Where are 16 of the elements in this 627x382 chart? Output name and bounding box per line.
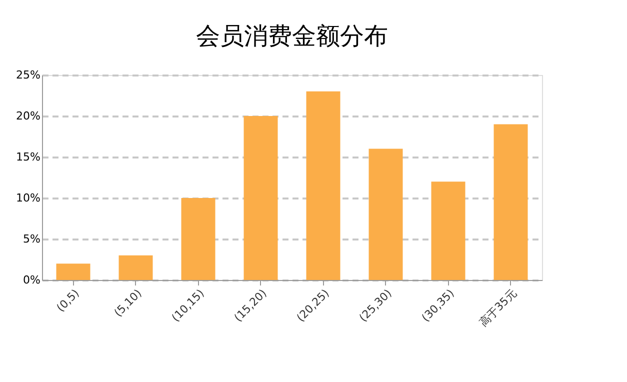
bar	[494, 124, 528, 280]
bar	[181, 198, 216, 280]
bar	[306, 91, 340, 280]
bar	[56, 264, 90, 280]
x-tick-label: 高于35元	[476, 286, 520, 330]
y-tick-label: 25%	[16, 68, 40, 82]
y-tick-label: 15%	[16, 150, 40, 164]
bar	[244, 116, 278, 280]
chart-title: 会员消费金额分布	[196, 22, 388, 50]
bar	[431, 182, 466, 280]
y-tick-label: 10%	[16, 192, 40, 204]
y-tick-label: 5%	[23, 232, 40, 246]
y-tick-label: 0%	[23, 274, 40, 286]
y-tick-label: 20%	[16, 110, 40, 122]
bar	[118, 255, 153, 280]
bar	[368, 148, 403, 280]
